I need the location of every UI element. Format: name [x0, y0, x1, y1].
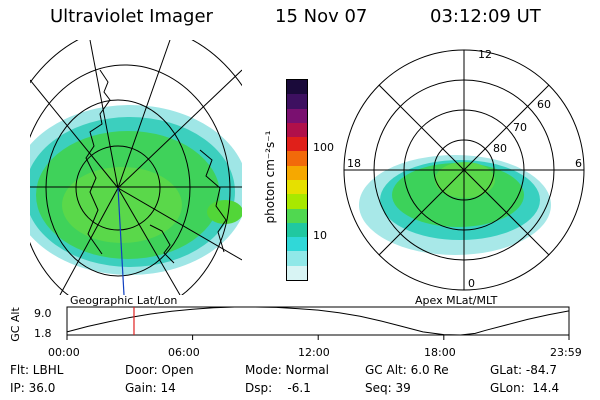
altitude-ytick-top: 9.0 [34, 307, 52, 320]
gc-alt-info: GC Alt: 6.0 Re [365, 363, 449, 377]
colorbar [286, 79, 308, 281]
mode-info: Mode: Normal [245, 363, 329, 377]
ip-info: IP: 36.0 [10, 381, 56, 395]
colorbar-swatch [287, 165, 307, 180]
filter-info: Flt: LBHL [10, 363, 64, 377]
altitude-xtick-0: 00:00 [48, 346, 80, 359]
colorbar-tick-100: 100 [313, 141, 334, 154]
altitude-xtick-3: 18:00 [424, 346, 456, 359]
dsp-info: Dsp: -6.1 [245, 381, 311, 395]
colorbar-swatch [287, 222, 307, 238]
colorbar-swatch [287, 179, 307, 195]
date-label: 15 Nov 07 [275, 6, 368, 27]
mlt-label-12: 12 [478, 48, 492, 61]
colorbar-swatch [287, 251, 307, 266]
mlt-label-18: 18 [347, 157, 361, 170]
colorbar-swatch [287, 151, 307, 166]
altitude-curve [66, 306, 570, 336]
colorbar-swatch [287, 194, 307, 209]
mlt-label-0: 0 [468, 277, 475, 290]
magnetic-panel-label: Apex MLat/MLT [415, 294, 498, 307]
mlat-label-70: 70 [513, 121, 527, 134]
colorbar-swatch [287, 208, 307, 223]
glon-info: GLon: 14.4 [490, 381, 560, 395]
colorbar-swatch [287, 137, 307, 152]
altitude-xtick-4: 23:59 [550, 346, 582, 359]
seq-info: Seq: 39 [365, 381, 411, 395]
colorbar-swatch [287, 94, 307, 109]
glat-info: GLat: -84.7 [490, 363, 557, 377]
altitude-xtick-1: 06:00 [168, 346, 200, 359]
colorbar-swatch [287, 265, 307, 280]
colorbar-tick-10: 10 [313, 229, 327, 242]
colorbar-swatch [287, 108, 307, 123]
mlat-label-80: 80 [493, 142, 507, 155]
altitude-ytick-bottom: 1.8 [34, 327, 52, 340]
mlat-label-60: 60 [537, 98, 551, 111]
mlt-label-6: 6 [575, 157, 582, 170]
colorbar-swatch [287, 122, 307, 138]
altitude-xtick-2: 12:00 [298, 346, 330, 359]
colorbar-swatch [287, 80, 307, 95]
instrument-title: Ultraviolet Imager [50, 6, 213, 27]
door-info: Door: Open [125, 363, 194, 377]
geographic-panel-label: Geographic Lat/Lon [70, 294, 178, 307]
altitude-plot-frame [66, 306, 570, 336]
colorbar-swatch [287, 237, 307, 252]
gain-info: Gain: 14 [125, 381, 176, 395]
time-label: 03:12:09 UT [430, 6, 541, 27]
